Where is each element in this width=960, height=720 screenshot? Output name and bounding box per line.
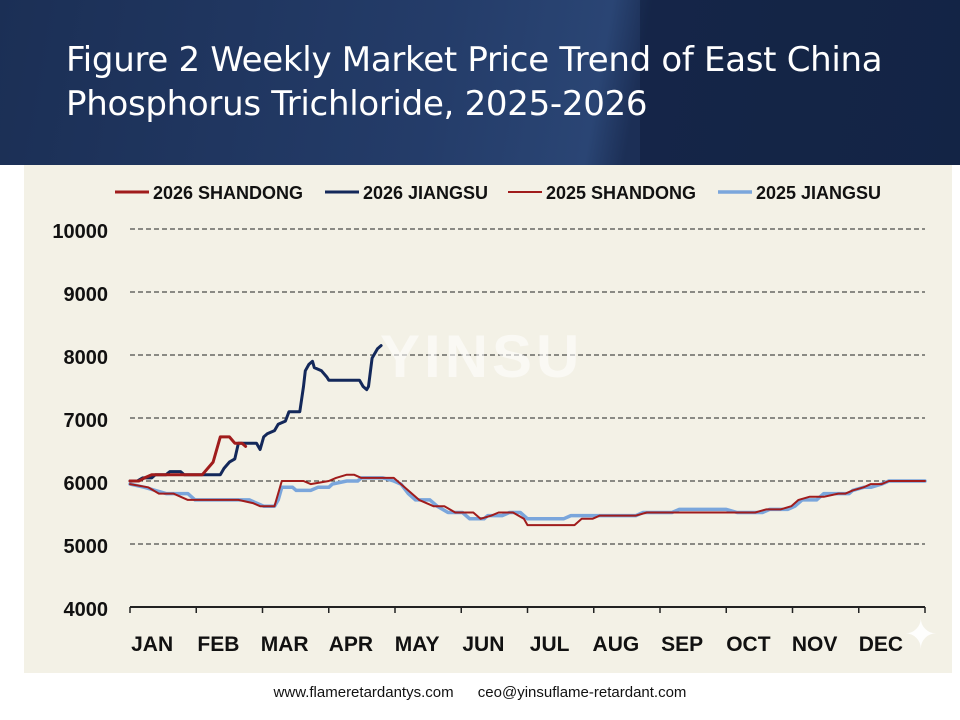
x-tick-label: AUG [593,633,640,656]
y-tick-label: 9000 [64,284,109,306]
chart-panel [24,165,952,673]
x-axis: JAN FEB MAR APR MAY JUN JUL AUG SEP OCT NOV DEC [129,606,926,656]
x-tick-label: MAR [261,633,309,656]
series-line-2025-shandong [129,473,926,527]
series-line-2026-jiangsu [128,344,383,483]
page-title: Figure 2 Weekly Market Price Trend of Ea… [66,40,883,124]
y-tick-label: 10000 [52,221,108,243]
y-tick-label: 6000 [64,473,109,495]
x-tick-label: APR [329,633,373,656]
sparkle-icon: ✦ [904,613,938,657]
x-tick-label: FEB [197,633,239,656]
y-tick-label: 4000 [64,599,109,621]
footer: www.flameretardantys.com ceo@yinsuflame-… [0,684,960,701]
y-tick-label: 7000 [64,410,109,432]
footer-website-link[interactable]: www.flameretardantys.com [273,684,454,701]
legend-label: 2026 JIANGSU [363,183,488,203]
x-tick-label: MAY [395,633,440,656]
banner-shade [640,0,960,165]
x-tick-label: JAN [131,633,173,656]
watermark-text: YINSU [380,323,584,390]
x-tick-label: NOV [792,633,838,656]
y-tick-label: 5000 [64,536,109,558]
x-tick-label: JUN [462,633,504,656]
x-tick-label: JUL [530,633,570,656]
x-tick-label: OCT [726,633,771,656]
legend-label: 2025 JIANGSU [756,183,881,203]
x-tick-label: SEP [661,633,703,656]
chart-legend: 2026 SHANDONG 2026 JIANGSU 2025 SHANDONG 20… [115,183,881,203]
chart-series [128,344,927,527]
footer-email-link[interactable]: ceo@yinsuflame-retardant.com [477,684,687,701]
title-banner [0,0,960,165]
y-tick-label: 8000 [64,347,109,369]
legend-label: 2026 SHANDONG [153,183,303,203]
y-axis: 4000 5000 6000 7000 8000 9000 10000 [52,221,108,621]
legend-label: 2025 SHANDONG [546,183,696,203]
series-line-2026-shandong [128,435,248,483]
x-tick-label: DEC [859,633,903,656]
chart-grid [130,228,925,545]
